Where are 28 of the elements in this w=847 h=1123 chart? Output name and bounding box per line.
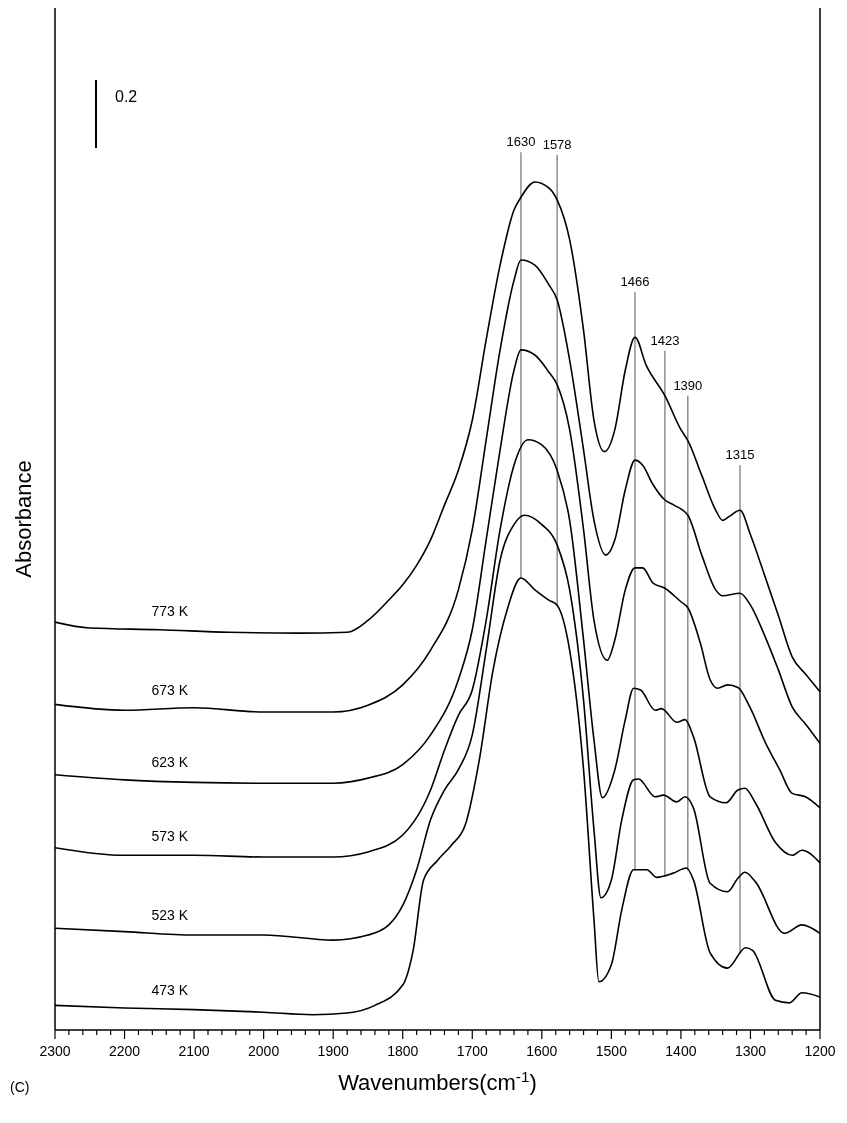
ref-line-label: 1630 xyxy=(506,134,536,150)
x-tick-label: 1900 xyxy=(317,1043,349,1059)
x-tick-label: 1600 xyxy=(526,1043,558,1059)
x-tick-label: 1500 xyxy=(595,1043,628,1059)
ref-line-label: 1466 xyxy=(620,274,650,290)
x-tick-label: 1300 xyxy=(734,1043,767,1059)
series-label: 573 K xyxy=(151,828,189,845)
text: 0.2 xyxy=(115,88,138,105)
x-tick-label: 1800 xyxy=(387,1043,419,1059)
text: (C) xyxy=(10,1079,30,1095)
series-label: 673 K xyxy=(151,681,189,698)
x-tick-label: 1200 xyxy=(804,1043,836,1059)
x-axis-title: Wavenumbers(cm$^{-1}$) xyxy=(338,1067,537,1095)
x-tick-label: 1700 xyxy=(456,1043,489,1059)
x-tick-label: 1400 xyxy=(665,1043,697,1059)
x-tick-label: 2200 xyxy=(108,1043,141,1059)
series-label: 623 K xyxy=(151,754,189,771)
ref-line-label: 1315 xyxy=(725,447,755,463)
ref-line-label: 1578 xyxy=(542,136,572,152)
series-label: 773 K xyxy=(151,603,189,620)
series-label: 523 K xyxy=(151,906,189,923)
x-tick-label: 2000 xyxy=(248,1043,280,1059)
ref-line-label: 1390 xyxy=(673,377,703,393)
ref-line-label: 1423 xyxy=(650,332,680,348)
y-axis-title: Absorbance xyxy=(11,460,36,578)
x-tick-label: 2100 xyxy=(178,1043,210,1059)
series-label: 473 K xyxy=(151,982,189,999)
x-tick-label: 2300 xyxy=(39,1043,71,1059)
